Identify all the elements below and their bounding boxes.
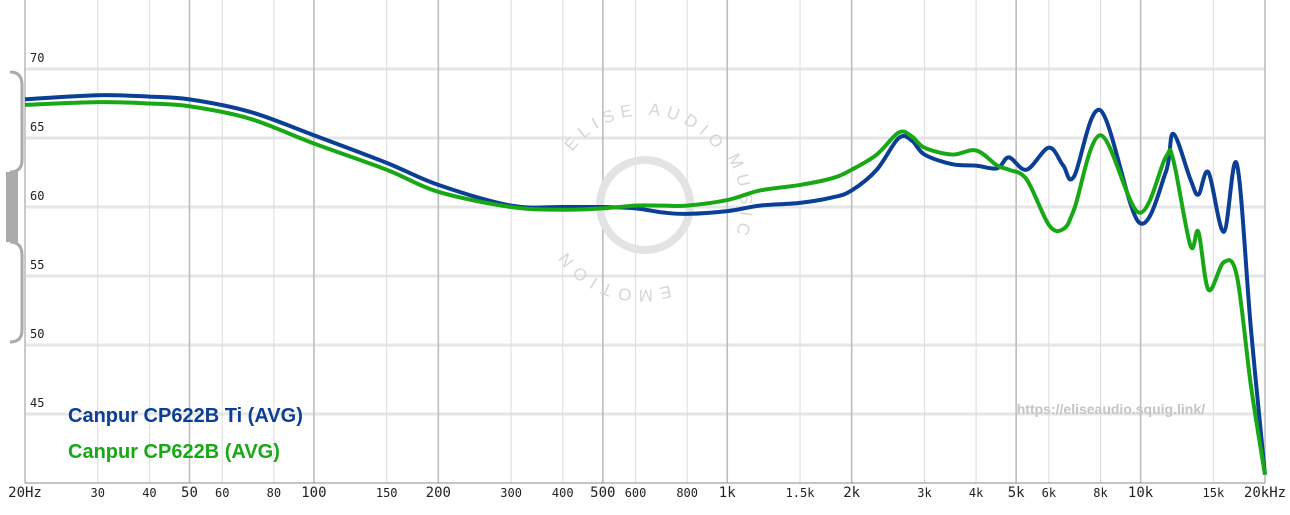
x-tick-label: 400 — [552, 486, 574, 500]
x-tick-label: 10k — [1128, 485, 1154, 501]
y-tick-label: 45 — [30, 396, 44, 410]
x-tick-label: 40 — [142, 486, 156, 500]
series-line — [24, 93, 1267, 475]
x-tick-label: 150 — [376, 486, 398, 500]
x-tick-label: 1k — [719, 485, 736, 501]
x-tick-label: 30 — [91, 486, 105, 500]
x-tick-label: 200 — [426, 485, 451, 501]
x-tick-label: 600 — [625, 486, 647, 500]
legend-entry: Canpur CP622B Ti (AVG) — [68, 405, 303, 427]
x-tick-label: 3k — [917, 486, 932, 500]
x-tick-label: 800 — [676, 486, 698, 500]
legend-entry: Canpur CP622B (AVG) — [68, 441, 280, 463]
x-tick-label: 8k — [1093, 486, 1108, 500]
y-tick-label: 50 — [30, 327, 44, 341]
y-tick-label: 60 — [30, 189, 44, 203]
watermark-text: ELISE AUDIO — [561, 100, 731, 157]
side-handle — [6, 70, 24, 344]
x-tick-label: 100 — [301, 485, 326, 501]
y-tick-label: 70 — [30, 51, 44, 65]
x-tick-label: 500 — [590, 485, 615, 501]
x-tick-label: 5k — [1008, 485, 1025, 501]
x-tick-label: 4k — [969, 486, 984, 500]
grid: 45 50 55 60 65 70 20Hz 30 40 50 60 80 100 150 200 300 40… — [8, 0, 1286, 501]
x-tick-label: 1.5k — [786, 486, 816, 500]
x-tick-label: 15k — [1203, 486, 1225, 500]
x-tick-label: 20kHz — [1244, 485, 1286, 501]
plot: Canpur CP622B Ti (AVG) Canpur CP622B (AVG… — [24, 93, 1267, 476]
x-tick-label: 50 — [181, 485, 198, 501]
x-tick-label: 20Hz — [8, 485, 42, 501]
x-tick-label: 2k — [843, 485, 860, 501]
x-tick-label: 80 — [267, 486, 281, 500]
source-url: https://eliseaudio.squig.link/ — [1017, 401, 1205, 417]
y-tick-label: 55 — [30, 258, 44, 272]
y-tick-label: 65 — [30, 120, 44, 134]
x-tick-label: 300 — [500, 486, 522, 500]
x-tick-label: 6k — [1042, 486, 1057, 500]
watermark-text: ELISE AUDIO — [561, 100, 725, 157]
x-tick-label: 60 — [215, 486, 229, 500]
series-line — [24, 100, 1267, 476]
